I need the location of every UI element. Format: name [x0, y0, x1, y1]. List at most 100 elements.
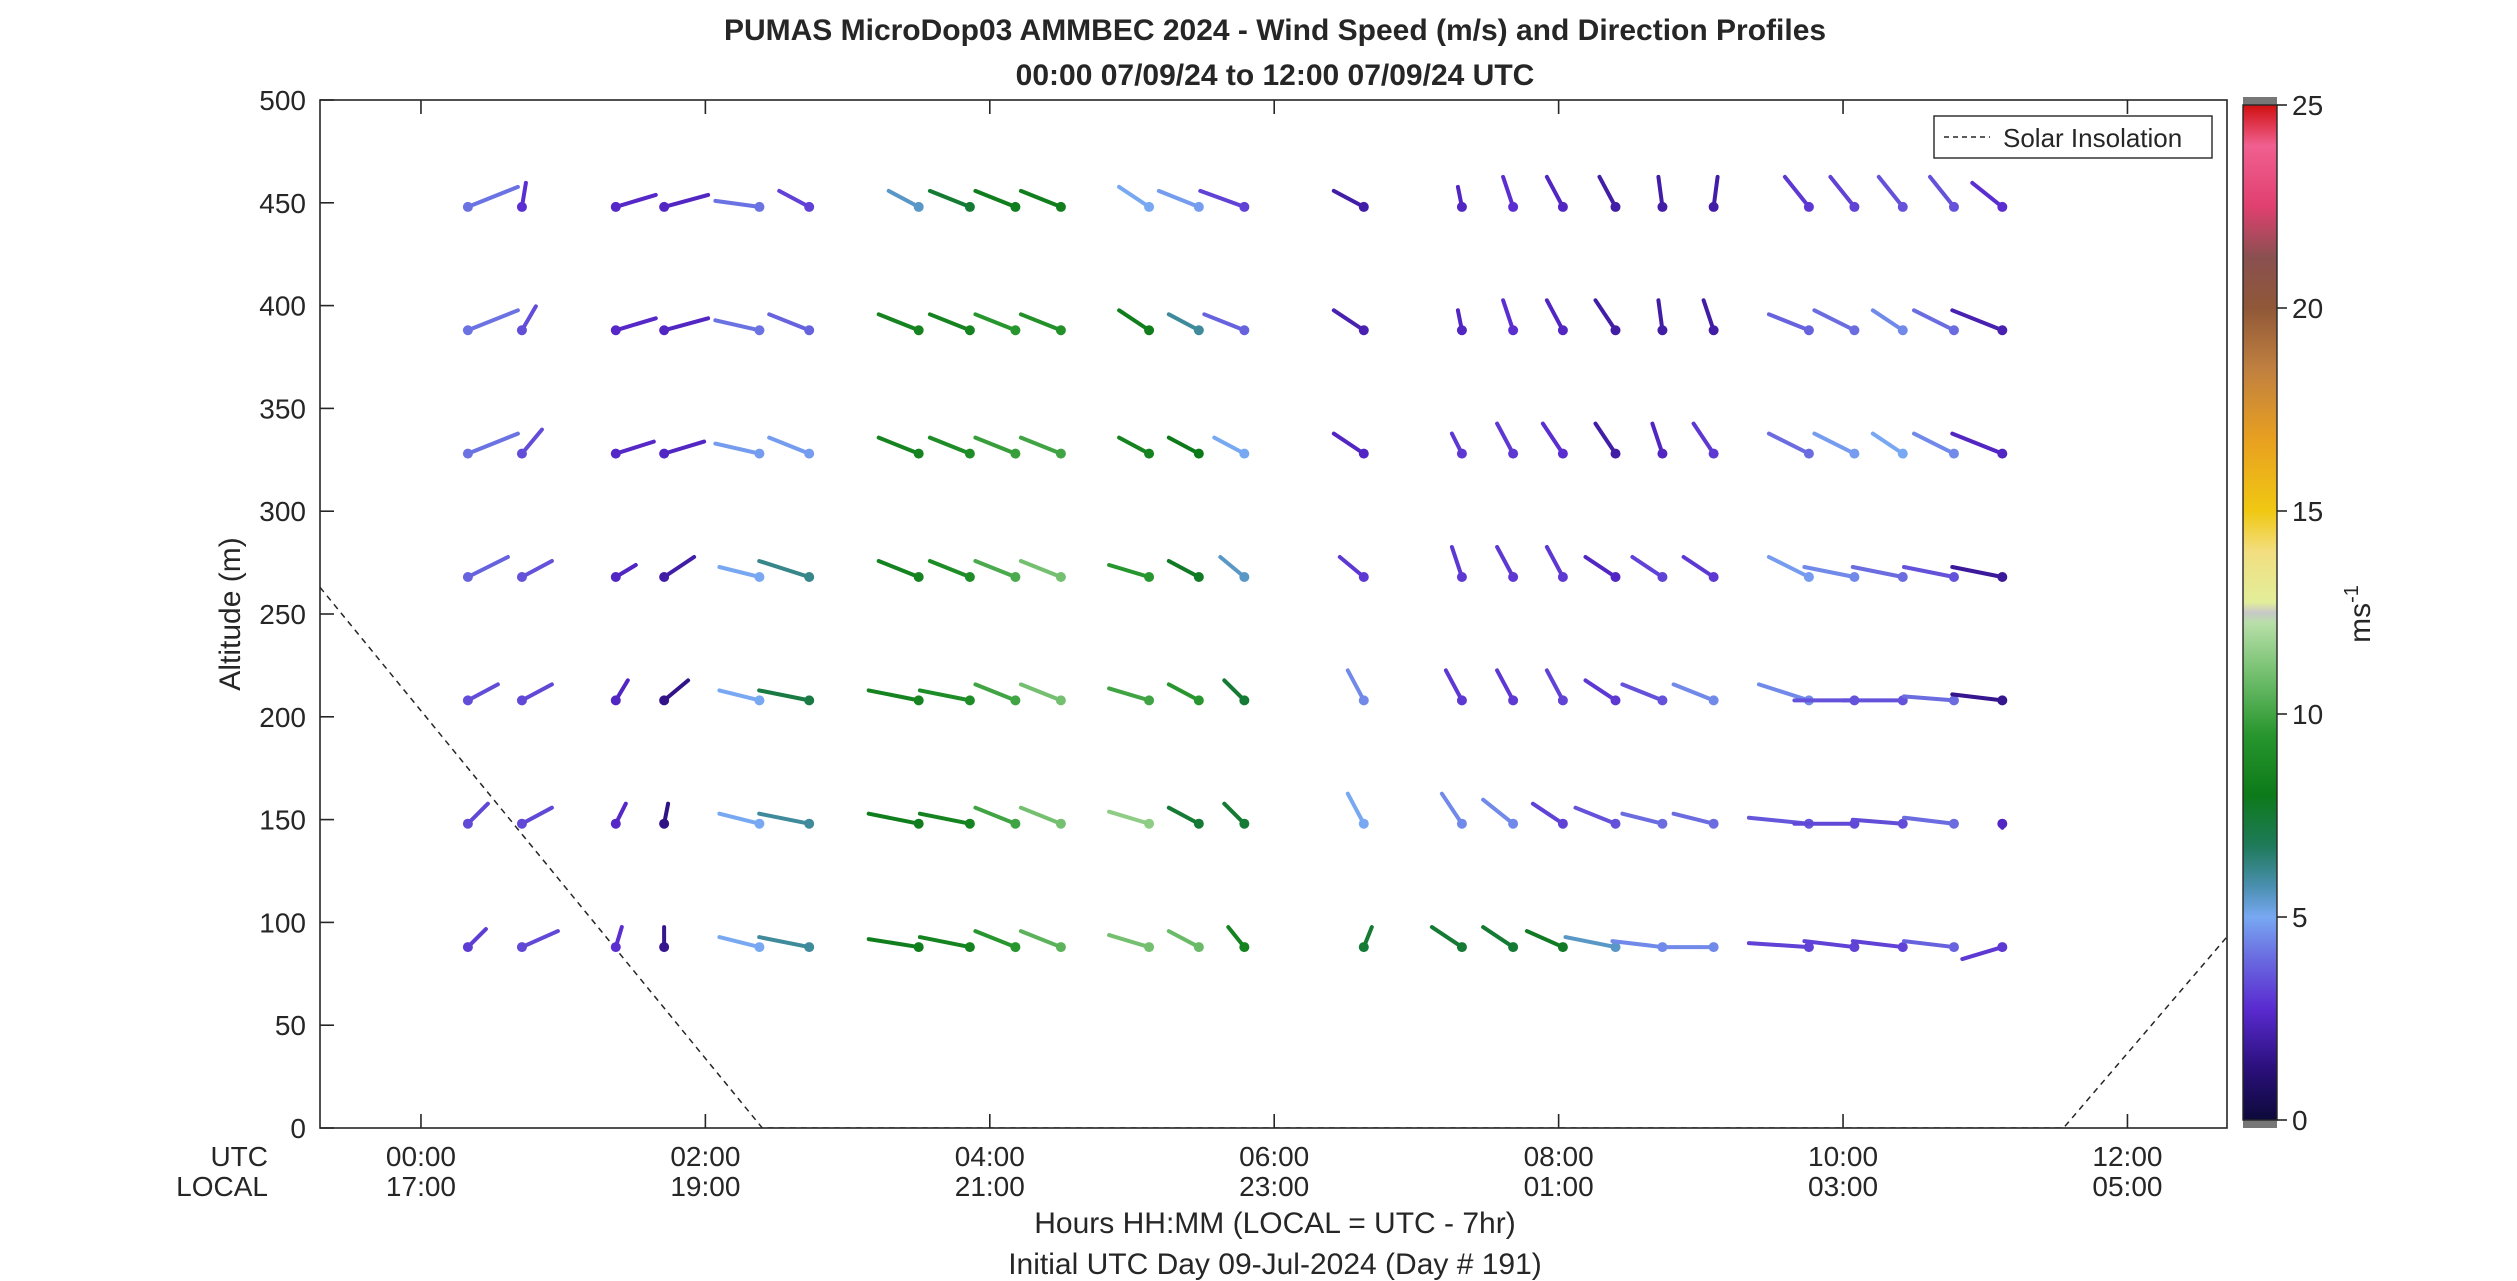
wind-barb-point [1456, 571, 1467, 582]
wind-barb-stick [1495, 668, 1516, 703]
wind-barb-point [1557, 201, 1568, 212]
wind-barb-stick [713, 441, 762, 456]
wind-barb-point [659, 201, 670, 212]
wind-barb-point [1897, 818, 1908, 829]
wind-barb-point [516, 201, 527, 212]
wind-barb-point [1948, 201, 1959, 212]
wind-barb-point [754, 942, 765, 953]
wind-barb-stick [1701, 298, 1716, 333]
wind-barb-point [516, 448, 527, 459]
x-axis-label: Hours HH:MM (LOCAL = UTC - 7hr) [1034, 1207, 1515, 1240]
wind-barb-point [754, 818, 765, 829]
wind-barb-point [1193, 448, 1204, 459]
x-tick-label-local: 05:00 [2092, 1171, 2162, 1202]
wind-barb-point [1897, 325, 1908, 336]
wind-barb-stick [1912, 308, 1956, 333]
wind-barb-stick [973, 805, 1018, 826]
wind-barb-point [1948, 818, 1959, 829]
x-tick-label-utc: 04:00 [955, 1141, 1025, 1172]
wind-barb-point [1508, 448, 1519, 459]
wind-barb-point [1849, 325, 1860, 336]
wind-barb-stick [1902, 939, 1956, 950]
wind-barb-stick [1812, 308, 1857, 333]
wind-barb-point [516, 695, 527, 706]
colorbar-top-cap [2243, 97, 2277, 105]
wind-barb-point [1657, 201, 1668, 212]
wind-barb-point [1508, 571, 1519, 582]
wind-barb-point [913, 818, 924, 829]
wind-barb-point [462, 448, 473, 459]
wind-barb-stick [717, 565, 762, 579]
wind-barb-stick [1573, 805, 1618, 826]
wind-barb-point [1055, 818, 1066, 829]
wind-barb-stick [1107, 686, 1152, 703]
y-tick-label: 50 [275, 1010, 306, 1041]
x-tick-label-local: 03:00 [1808, 1171, 1878, 1202]
wind-barb-point [610, 695, 621, 706]
wind-barb-point [913, 695, 924, 706]
wind-barb-stick [866, 688, 921, 703]
wind-barb-stick [1107, 563, 1152, 579]
wind-barb-point [1849, 201, 1860, 212]
wind-barb-point [1897, 942, 1908, 953]
wind-barb-stick [465, 555, 510, 579]
wind-barb-point [913, 325, 924, 336]
wind-barb-stick [757, 559, 812, 579]
wind-barb-point [1610, 325, 1621, 336]
wind-barb-stick [1429, 925, 1464, 950]
wind-barb-stick [1117, 308, 1152, 333]
wind-barb-point [1193, 325, 1204, 336]
wind-barb-stick [613, 316, 658, 333]
wind-barb-point [804, 325, 815, 336]
wind-barb-stick [1912, 431, 1956, 456]
wind-barb-point [659, 942, 670, 953]
wind-barb-stick [465, 682, 500, 703]
wind-barb-stick [927, 188, 972, 209]
wind-barb-stick [1202, 312, 1247, 333]
x-tick-label-utc: 08:00 [1524, 1141, 1594, 1172]
wind-barb-point [1997, 201, 2008, 212]
x-tick-label-local: 19:00 [670, 1171, 740, 1202]
wind-barb-point [1508, 942, 1519, 953]
wind-barb-stick [767, 312, 812, 333]
wind-barb-point [1708, 201, 1719, 212]
wind-barb-stick [866, 811, 921, 826]
wind-barb-point [1144, 201, 1155, 212]
wind-barb-stick [1481, 925, 1516, 950]
colorbar-tick-label: 10 [2292, 699, 2323, 730]
wind-barb-point [1239, 201, 1250, 212]
wind-barb-point [804, 818, 815, 829]
wind-barb-stick [717, 811, 762, 826]
wind-barb-point [1193, 942, 1204, 953]
wind-barb-stick [1544, 668, 1565, 703]
wind-barb-stick [1544, 545, 1565, 579]
wind-barb-stick [1630, 555, 1665, 579]
wind-barb-point [964, 695, 975, 706]
wind-barb-stick [1544, 174, 1565, 209]
wind-barb-stick [1530, 801, 1565, 826]
wind-barb-stick [1544, 298, 1565, 333]
wind-barb-stick [1018, 312, 1063, 333]
wind-barb-stick [1117, 184, 1152, 209]
wind-barb-point [1708, 695, 1719, 706]
colorbar: 0 5 10 15 20 25 ms-1 [2242, 90, 2377, 1136]
wind-barb-point [1657, 325, 1668, 336]
wind-barb-point [1055, 448, 1066, 459]
wind-barb-stick [1656, 174, 1665, 209]
wind-barb-stick [1166, 929, 1201, 950]
wind-barb-stick [1850, 565, 1905, 579]
wind-barb-stick [1018, 188, 1063, 209]
wind-barb-stick [662, 316, 711, 333]
wind-barb-point [1557, 325, 1568, 336]
wind-barb-point [516, 818, 527, 829]
wind-barb-stick [1166, 682, 1201, 703]
wind-barb-stick [1902, 694, 1956, 703]
wind-barb-point [1803, 571, 1814, 582]
wind-barb-point [659, 571, 670, 582]
y-tick-label: 100 [259, 907, 306, 938]
wind-barb-stick [1802, 565, 1857, 579]
wind-barb-stick [1902, 815, 1956, 826]
wind-barb-stick [1018, 929, 1063, 950]
wind-barb-stick [1018, 682, 1063, 703]
wind-barb-point [1239, 942, 1250, 953]
